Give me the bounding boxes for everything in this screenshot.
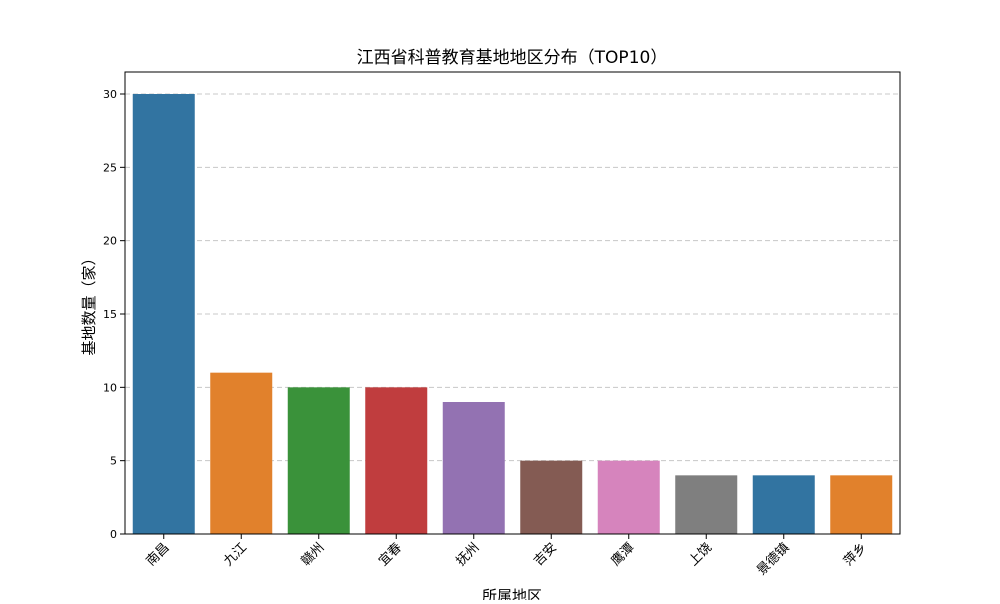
y-tick-label: 10 (103, 381, 117, 394)
x-tick-label: 上饶 (686, 540, 715, 569)
y-tick-label: 0 (110, 528, 117, 541)
y-axis-ticks: 0 5 10 15 20 25 30 (103, 88, 125, 541)
y-tick-label: 15 (103, 308, 117, 321)
bars (132, 94, 893, 534)
plot-frame (124, 71, 901, 535)
bar-吉安 (520, 460, 583, 534)
x-tick-label: 鹰潭 (608, 540, 638, 570)
y-tick-label: 25 (103, 161, 117, 174)
y-tick-label: 30 (103, 88, 117, 101)
y-tick-label: 5 (110, 455, 117, 468)
bar-上饶 (675, 475, 738, 534)
x-tick-label: 景德镇 (754, 540, 792, 578)
y-axis-label: 基地数量（家） (80, 250, 98, 355)
x-axis-ticks: 南昌 九江 赣州 宜春 抚州 吉安 鹰潭 上饶 景德镇 萍乡 (143, 534, 870, 578)
x-tick-label: 宜春 (376, 540, 405, 569)
bar-赣州 (287, 387, 350, 534)
bar-南昌 (132, 94, 195, 534)
bar-宜春 (365, 387, 428, 534)
y-tick-label: 20 (103, 235, 117, 248)
x-tick-label: 南昌 (143, 540, 173, 570)
bar-萍乡 (830, 475, 893, 534)
bar-鹰潭 (597, 460, 660, 534)
bar-九江 (210, 372, 273, 534)
x-tick-label: 九江 (221, 540, 250, 569)
bar-抚州 (442, 402, 505, 534)
x-tick-label: 抚州 (454, 540, 483, 569)
x-tick-label: 吉安 (531, 540, 560, 569)
chart-title: 江西省科普教育基地地区分布（TOP10） (357, 48, 668, 68)
x-tick-label: 赣州 (299, 540, 328, 569)
x-axis-label: 所属地区 (482, 587, 542, 600)
x-tick-label: 萍乡 (841, 540, 870, 569)
bar-景德镇 (752, 475, 815, 534)
